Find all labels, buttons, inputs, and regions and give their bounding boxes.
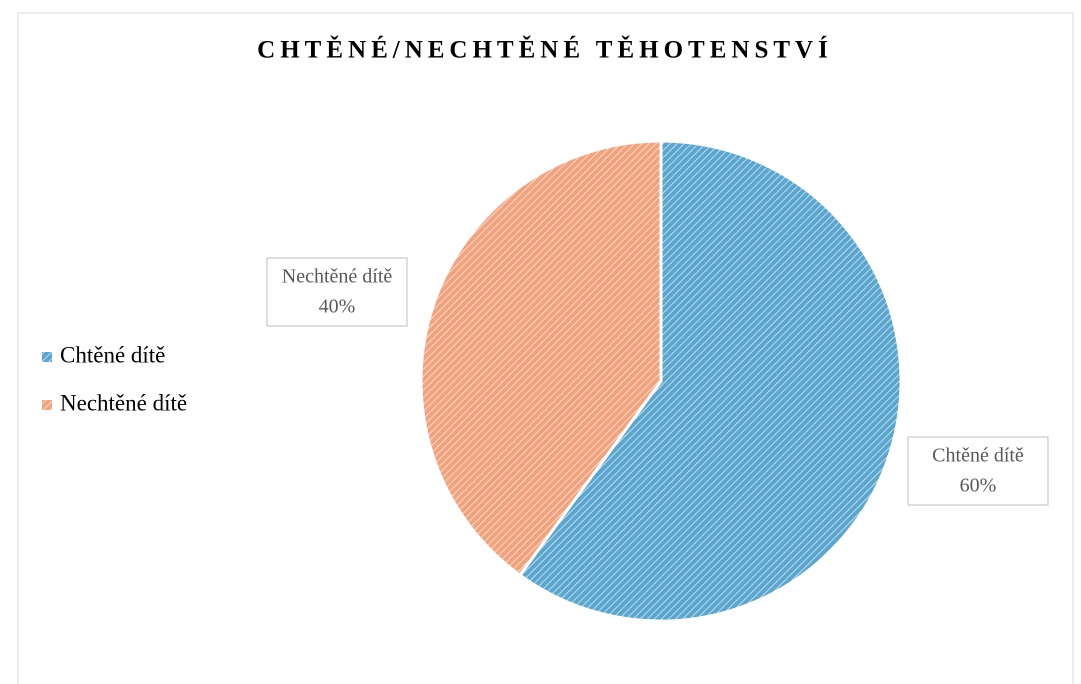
data-label-value: 40% [319, 296, 356, 318]
data-label-box [907, 436, 1049, 506]
legend-marker [42, 400, 52, 410]
data-label-box [266, 257, 408, 327]
data-label-category: Chtěné dítě [932, 445, 1024, 467]
data-label-category: Nechtěné dítě [282, 266, 393, 288]
legend-label: Nechtěné dítě [60, 390, 187, 415]
legend-label: Chtěné dítě [60, 342, 165, 367]
chart-title: CHTĚNÉ/NECHTĚNÉ TĚHOTENSTVÍ [257, 36, 833, 64]
pie-slice [517, 139, 903, 623]
pie-slice [419, 139, 663, 578]
data-label-value: 60% [960, 475, 997, 497]
legend-marker [42, 352, 52, 362]
